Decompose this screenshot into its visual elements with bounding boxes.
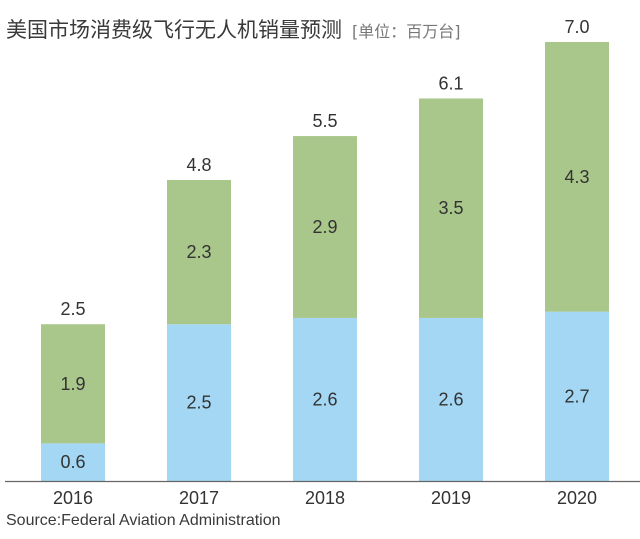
x-tick-label-2016: 2016 xyxy=(53,488,93,508)
source-note: Source:Federal Aviation Administration xyxy=(6,512,281,529)
bar-segment-2016-s1 xyxy=(41,324,105,444)
bar-segment-2018-s0 xyxy=(293,317,357,481)
bar-segment-2017-s0 xyxy=(167,324,231,481)
chart-title: 美国市场消费级飞行无人机销量预测 [单位：百万台] xyxy=(6,14,461,44)
bar-segment-2017-s1 xyxy=(167,179,231,325)
bar-segment-2019-s1 xyxy=(419,98,483,318)
bar-segment-2018-s1 xyxy=(293,136,357,318)
bar-segment-2020-s0 xyxy=(545,311,609,481)
data-label-2020-s0: 2.7 xyxy=(564,386,589,406)
total-label-2019: 6.1 xyxy=(438,73,463,93)
title-text: 美国市场消费级飞行无人机销量预测 xyxy=(6,18,342,42)
total-label-2020: 7.0 xyxy=(564,17,589,37)
data-label-2018-s1: 2.9 xyxy=(312,217,337,237)
total-label-2018: 5.5 xyxy=(312,111,337,131)
x-tick-label-2020: 2020 xyxy=(557,488,597,508)
data-label-2019-s0: 2.6 xyxy=(438,389,463,409)
data-label-2017-s0: 2.5 xyxy=(186,393,211,413)
bar-segment-2016-s0 xyxy=(41,443,105,481)
bar-segment-2020-s1 xyxy=(545,42,609,312)
data-label-2016-s0: 0.6 xyxy=(60,452,85,472)
x-tick-label-2018: 2018 xyxy=(305,488,345,508)
data-label-2018-s0: 2.6 xyxy=(312,389,337,409)
x-tick-label-2019: 2019 xyxy=(431,488,471,508)
x-tick-label-2017: 2017 xyxy=(179,488,219,508)
bar-segment-2019-s0 xyxy=(419,317,483,481)
total-label-2016: 2.5 xyxy=(60,299,85,319)
data-label-2016-s1: 1.9 xyxy=(60,374,85,394)
data-label-2017-s1: 2.3 xyxy=(186,242,211,262)
data-label-2019-s1: 3.5 xyxy=(438,198,463,218)
data-label-2020-s1: 4.3 xyxy=(564,167,589,187)
total-label-2017: 4.8 xyxy=(186,155,211,175)
unit-label: [单位：百万台] xyxy=(352,22,461,41)
